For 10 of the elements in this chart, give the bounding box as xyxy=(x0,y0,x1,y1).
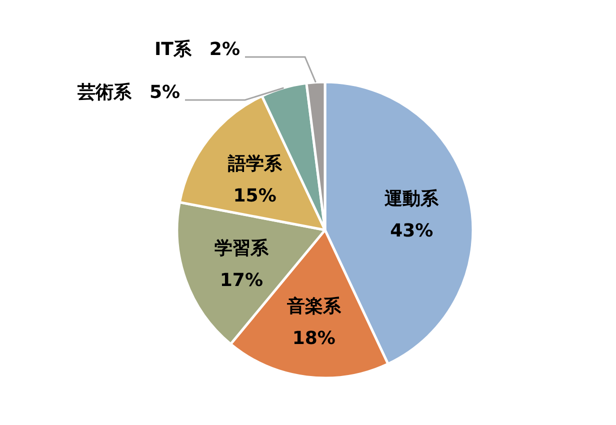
data-label: 43% xyxy=(390,220,434,242)
slice-label: 語学系 xyxy=(226,154,283,175)
slice-label: 音楽系 xyxy=(286,296,342,318)
slice-label: IT系 2% xyxy=(154,39,240,60)
data-label: 18% xyxy=(292,328,336,350)
slice-label: 学習系 xyxy=(214,238,270,260)
data-label: 15% xyxy=(233,186,276,207)
slice-label: 運動系 xyxy=(384,188,440,210)
data-label: 17% xyxy=(220,270,263,292)
slice-label: 芸術系 5% xyxy=(76,82,180,103)
